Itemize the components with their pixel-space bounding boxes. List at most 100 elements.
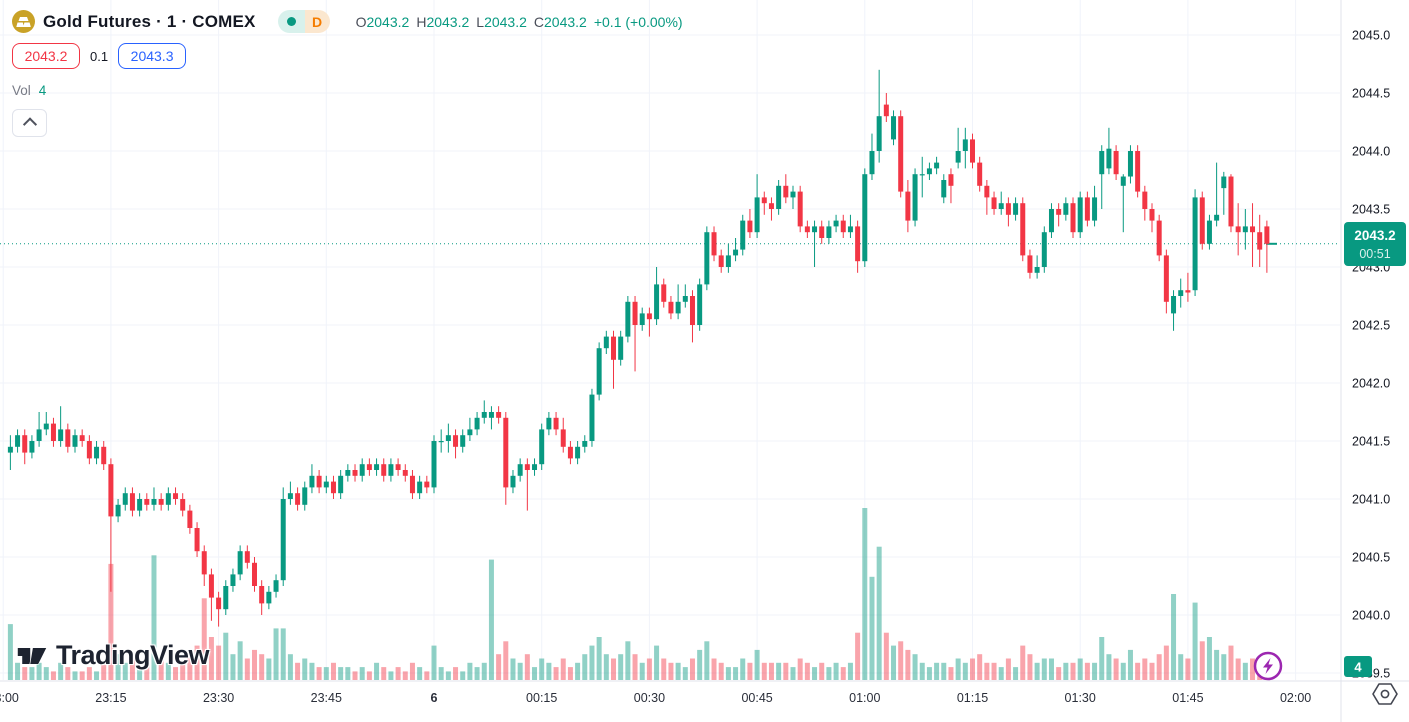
candle-body: [122, 493, 128, 505]
volume-bar: [768, 662, 774, 680]
high-label: H: [416, 13, 427, 30]
volume-bar: [833, 662, 839, 680]
volume-label[interactable]: Vol: [12, 83, 31, 98]
lightning-bolt: [1263, 658, 1273, 674]
candle-body: [216, 597, 222, 610]
gold-symbol-icon: [12, 10, 35, 33]
price-axis-label: 2045.0: [1352, 29, 1390, 43]
volume-bar: [632, 654, 638, 680]
volume-bar: [524, 654, 530, 680]
buy-price-button[interactable]: 2043.3: [118, 43, 187, 69]
candle-body: [1242, 226, 1248, 233]
candle-body: [395, 464, 401, 470]
volume-bar: [338, 667, 344, 680]
candle-body: [919, 174, 925, 176]
volume-bar: [984, 662, 990, 680]
price-axis-label: 2042.0: [1352, 377, 1390, 391]
candle-body: [833, 220, 839, 227]
candle-body: [165, 493, 171, 505]
volume-bar: [1027, 654, 1033, 680]
volume-bar: [891, 645, 897, 680]
volume-bar: [1127, 649, 1133, 680]
volume-bar: [467, 662, 473, 680]
candle-body: [926, 168, 932, 175]
volume-bar: [553, 667, 559, 680]
sell-price-button[interactable]: 2043.2: [12, 43, 80, 69]
volume-bar: [1214, 649, 1220, 680]
price-axis[interactable]: 2045.02044.52044.02043.52043.02042.52042…: [1344, 29, 1406, 681]
high-value: 2043.2: [426, 13, 470, 30]
candle-body: [503, 417, 509, 488]
volume-bar: [589, 645, 595, 680]
candle-body: [632, 301, 638, 325]
interval-status-badge[interactable]: D: [277, 10, 330, 33]
candle-body: [1041, 232, 1047, 267]
volume-bar: [1048, 658, 1054, 680]
candle-body: [374, 464, 380, 470]
candle-body: [345, 470, 351, 476]
spread-value: 0.1: [90, 48, 109, 64]
candle-body: [891, 116, 897, 140]
volume-bar: [840, 667, 846, 680]
tradingview-watermark: TradingView: [16, 640, 210, 671]
price-axis-label: 2044.0: [1352, 145, 1390, 159]
event-lightning-icon[interactable]: [1253, 651, 1283, 681]
volume-bar: [1113, 658, 1119, 680]
candle-body: [603, 336, 609, 349]
candle-body: [86, 441, 92, 459]
candle-body: [970, 139, 975, 163]
volume-bar: [754, 649, 760, 680]
volume-axis-badge-value: 4: [1354, 660, 1362, 675]
time-axis[interactable]: 23:00 23:15 23:30 23:45 6 00:15 00:30 00:45 01:0…: [0, 691, 1311, 705]
axis-settings-gear-icon[interactable]: [1372, 683, 1398, 705]
candle-body: [1127, 151, 1133, 177]
current-price-badge: 2043.2 00:51: [1344, 222, 1406, 266]
candle-body: [1077, 197, 1083, 233]
time-axis-label: 00:45: [741, 691, 772, 705]
volume-bar: [919, 662, 925, 680]
time-axis-label: 00:30: [634, 691, 665, 705]
candle-body: [72, 435, 78, 447]
volume-bar: [639, 662, 645, 680]
candle-body: [366, 464, 372, 470]
volume-bar: [460, 671, 466, 680]
volume-bar: [201, 598, 207, 680]
volume-bar: [43, 667, 49, 680]
volume-bar: [1034, 662, 1040, 680]
volume-bar: [539, 658, 545, 680]
candle-body: [998, 203, 1004, 209]
candle-body: [790, 191, 796, 198]
volume-axis-badge: [1344, 656, 1372, 677]
market-status-dot-icon: [277, 10, 305, 33]
volume-bar: [129, 658, 135, 680]
candle-body: [7, 446, 13, 453]
price-axis-label: 2040.5: [1352, 551, 1390, 565]
candle-body: [1106, 148, 1112, 169]
volume-bar: [948, 667, 954, 680]
candle-body: [704, 232, 710, 285]
candle-body: [1113, 151, 1119, 175]
volume-bar: [1185, 658, 1191, 680]
candle-body: [488, 412, 494, 418]
symbol-title[interactable]: Gold Futures · 1 · COMEX: [43, 11, 256, 31]
collapse-legend-button[interactable]: [12, 109, 47, 137]
candle-body: [1120, 176, 1126, 186]
open-value: 2043.2: [366, 13, 410, 30]
candle-body: [266, 591, 272, 604]
candle-body: [460, 435, 466, 447]
candle-body: [847, 226, 853, 233]
candle-body: [560, 429, 566, 447]
volume-bar: [94, 671, 100, 680]
time-axis-label: 02:00: [1280, 691, 1311, 705]
volume-bar: [941, 662, 947, 680]
candle-body: [804, 226, 810, 233]
candle-body: [244, 551, 250, 563]
volume-bar: [991, 662, 997, 680]
volume-bar: [158, 658, 164, 680]
volume-bar: [1135, 662, 1141, 680]
volume-bar: [654, 645, 660, 680]
current-price-badge-bg: [1344, 222, 1406, 266]
candle-body: [711, 232, 717, 256]
candle-body: [898, 116, 904, 192]
